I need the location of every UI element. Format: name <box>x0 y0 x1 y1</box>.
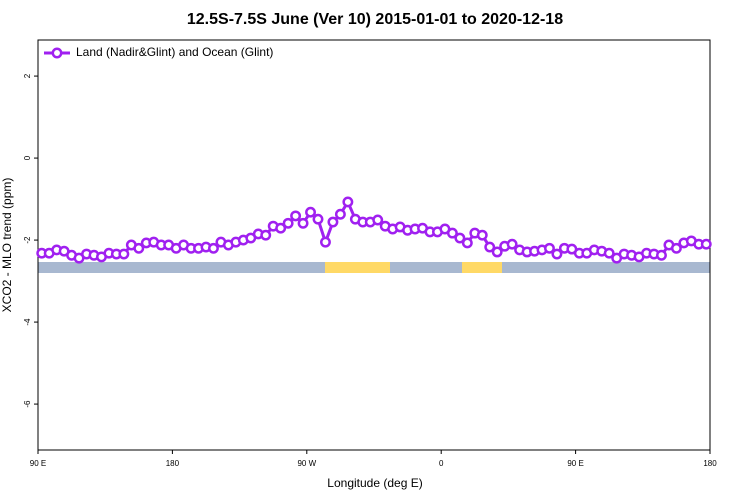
data-point <box>446 227 458 239</box>
y-tick-label: -6 <box>23 400 32 408</box>
data-point <box>461 237 473 249</box>
data-point <box>208 242 219 254</box>
x-tick-label: 0 <box>439 459 444 468</box>
data-point <box>305 206 316 218</box>
x-tick-label: 90 W <box>297 459 316 468</box>
data-point <box>334 208 346 220</box>
data-point <box>372 214 384 226</box>
data-point <box>491 246 503 258</box>
data-point <box>275 222 287 234</box>
y-axis-label: XCO2 - MLO trend (ppm) <box>0 178 14 313</box>
data-point <box>670 242 682 254</box>
data-point <box>551 248 563 260</box>
x-tick-label: 180 <box>166 459 180 468</box>
x-axis-label: Longitude (deg E) <box>327 476 422 490</box>
data-point <box>454 232 466 244</box>
data-point <box>320 236 331 248</box>
data-point <box>118 248 130 260</box>
chart-title: 12.5S-7.5S June (Ver 10) 2015-01-01 to 2… <box>187 11 563 28</box>
land-band <box>325 262 390 273</box>
y-tick-label: -2 <box>23 236 32 244</box>
data-point <box>484 241 496 253</box>
data-point <box>312 213 324 225</box>
data-point <box>544 242 555 254</box>
legend-marker <box>51 47 63 59</box>
data-point <box>133 242 145 254</box>
y-tick-label: 2 <box>23 73 32 78</box>
y-tick-label: 0 <box>23 155 32 160</box>
data-point <box>476 229 488 241</box>
data-point <box>327 216 339 228</box>
y-tick-label: -4 <box>23 318 32 326</box>
land-band <box>462 262 502 273</box>
data-point <box>297 217 309 229</box>
data-point <box>506 238 518 250</box>
x-tick-label: 180 <box>703 459 717 468</box>
data-point <box>290 210 302 222</box>
data-point <box>603 247 615 259</box>
legend-label: Land (Nadir&Glint) and Ocean (Glint) <box>76 45 273 59</box>
data-point <box>700 238 712 250</box>
data-point <box>260 229 272 241</box>
data-point <box>342 196 354 208</box>
data-point <box>282 217 294 229</box>
data-point <box>656 249 667 261</box>
x-tick-label: 90 E <box>567 459 583 468</box>
surface-mask <box>38 262 710 273</box>
x-tick-label: 90 E <box>30 459 46 468</box>
